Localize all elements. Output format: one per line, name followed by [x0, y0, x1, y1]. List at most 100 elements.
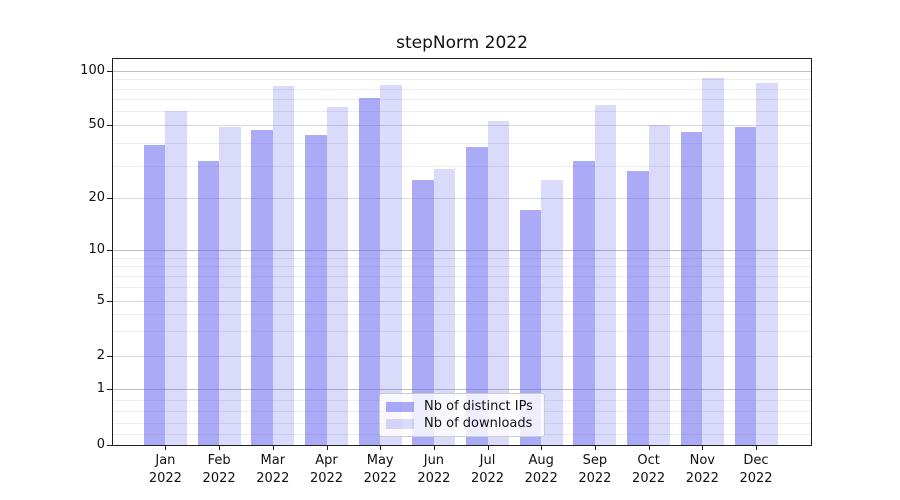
x-tick-label: Oct 2022: [619, 452, 679, 488]
x-tick-label: May 2022: [350, 452, 410, 488]
plot-area: Nb of distinct IPs Nb of downloads: [112, 58, 812, 446]
x-tick-month: Feb: [207, 453, 231, 468]
bar-ips-dec: [734, 126, 756, 445]
gridline-major: [113, 355, 811, 357]
y-tick-label: 100: [80, 63, 105, 78]
x-tick-month: Jan: [155, 453, 176, 468]
legend-label-distinct-ips: Nb of distinct IPs: [424, 399, 533, 414]
legend-label-downloads: Nb of downloads: [424, 416, 533, 431]
x-tick-month: Jun: [423, 453, 445, 468]
bar-downloads-nov: [702, 78, 724, 445]
x-tick-label: Jan 2022: [135, 452, 195, 488]
x-tick-label: Jun 2022: [404, 452, 464, 488]
y-tick-mark: [107, 445, 112, 446]
x-tick-label: Dec 2022: [726, 452, 786, 488]
x-tick-month: Dec: [743, 453, 769, 468]
x-tick-mark: [433, 446, 435, 450]
x-tick-mark: [380, 446, 382, 450]
bar-downloads-oct: [648, 125, 671, 445]
legend-swatch-downloads: [386, 418, 414, 429]
x-tick-month: Sep: [582, 453, 608, 468]
gridline-minor: [113, 143, 811, 144]
x-tick-year: 2022: [148, 471, 182, 486]
y-tick-mark: [107, 355, 112, 357]
x-tick-mark: [594, 446, 596, 450]
x-tick-year: 2022: [417, 471, 451, 486]
x-tick-mark: [756, 446, 757, 450]
gridline-minor: [113, 313, 811, 315]
y-tick-label: 10: [88, 242, 105, 257]
x-tick-year: 2022: [739, 471, 773, 486]
gridline-minor: [113, 266, 811, 268]
chart-title: stepNorm 2022: [396, 33, 528, 53]
y-tick-label: 20: [88, 190, 105, 205]
gridline-minor: [113, 111, 811, 112]
x-tick-label: Sep 2022: [565, 452, 625, 488]
y-tick-mark: [107, 300, 112, 302]
x-tick-mark: [648, 446, 650, 450]
x-tick-label: Jul 2022: [458, 452, 518, 488]
bar-downloads-jun: [433, 168, 456, 445]
x-tick-month: Aug: [528, 453, 554, 468]
x-tick-year: 2022: [578, 471, 612, 486]
gridline-minor: [113, 165, 811, 167]
x-tick-month: Apr: [315, 453, 338, 468]
bar-ips-apr: [305, 135, 327, 445]
y-tick-mark: [107, 388, 112, 390]
x-tick-mark: [165, 446, 167, 450]
gridline-minor: [113, 79, 811, 81]
gridline-major: [113, 125, 811, 127]
gridline-minor: [113, 276, 811, 277]
legend-swatch-distinct-ips: [386, 401, 414, 412]
bar-ips-feb: [197, 160, 220, 445]
y-tick-mark: [107, 71, 112, 72]
x-tick-month: Jul: [479, 453, 496, 468]
bar-downloads-sep: [594, 104, 617, 445]
bar-downloads-mar: [272, 85, 295, 445]
y-tick-label: 5: [96, 292, 105, 308]
bar-downloads-apr: [326, 107, 348, 445]
y-tick-mark: [107, 250, 112, 251]
bar-downloads-aug: [541, 180, 563, 445]
gridline-major: [113, 198, 811, 199]
x-tick-year: 2022: [685, 471, 719, 486]
x-tick-year: 2022: [202, 471, 236, 486]
bar-downloads-jul: [487, 120, 509, 445]
x-tick-year: 2022: [363, 471, 397, 486]
gridline-minor: [113, 331, 811, 333]
gridline-major: [113, 300, 811, 302]
gridline-minor: [113, 88, 811, 90]
bar-ips-jul: [466, 147, 488, 445]
bar-ips-jun: [412, 180, 434, 445]
bar-ips-aug: [519, 210, 542, 445]
gridline-major: [113, 388, 811, 390]
x-tick-year: 2022: [470, 471, 505, 486]
bar-ips-may: [358, 97, 381, 445]
bar-ips-sep: [573, 160, 595, 445]
gridline-major: [113, 250, 811, 251]
x-tick-month: May: [366, 453, 394, 468]
x-tick-year: 2022: [632, 471, 666, 486]
y-tick-mark: [107, 125, 112, 127]
x-tick-label: Mar 2022: [243, 452, 303, 488]
x-tick-mark: [272, 446, 274, 450]
x-tick-year: 2022: [524, 471, 558, 486]
x-tick-mark: [702, 446, 704, 450]
bar-downloads-feb: [219, 126, 241, 445]
x-tick-label: Apr 2022: [297, 452, 357, 488]
bar-ips-oct: [627, 171, 649, 445]
y-tick-mark: [107, 198, 112, 199]
x-tick-year: 2022: [256, 471, 290, 486]
y-tick-label: 2: [96, 347, 105, 363]
bar-ips-nov: [680, 131, 703, 445]
x-tick-mark: [326, 446, 328, 450]
bar-ips-mar: [251, 130, 273, 445]
gridline-minor: [113, 287, 811, 289]
x-tick-label: Nov 2022: [672, 452, 732, 488]
x-tick-month: Mar: [260, 453, 286, 468]
legend-item-downloads: Nb of downloads: [386, 416, 538, 431]
x-tick-month: Oct: [637, 453, 660, 468]
x-tick-label: Aug 2022: [511, 452, 571, 488]
bar-downloads-may: [380, 84, 402, 445]
